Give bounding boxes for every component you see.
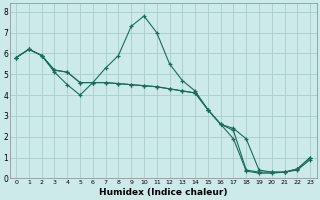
X-axis label: Humidex (Indice chaleur): Humidex (Indice chaleur) — [99, 188, 228, 197]
